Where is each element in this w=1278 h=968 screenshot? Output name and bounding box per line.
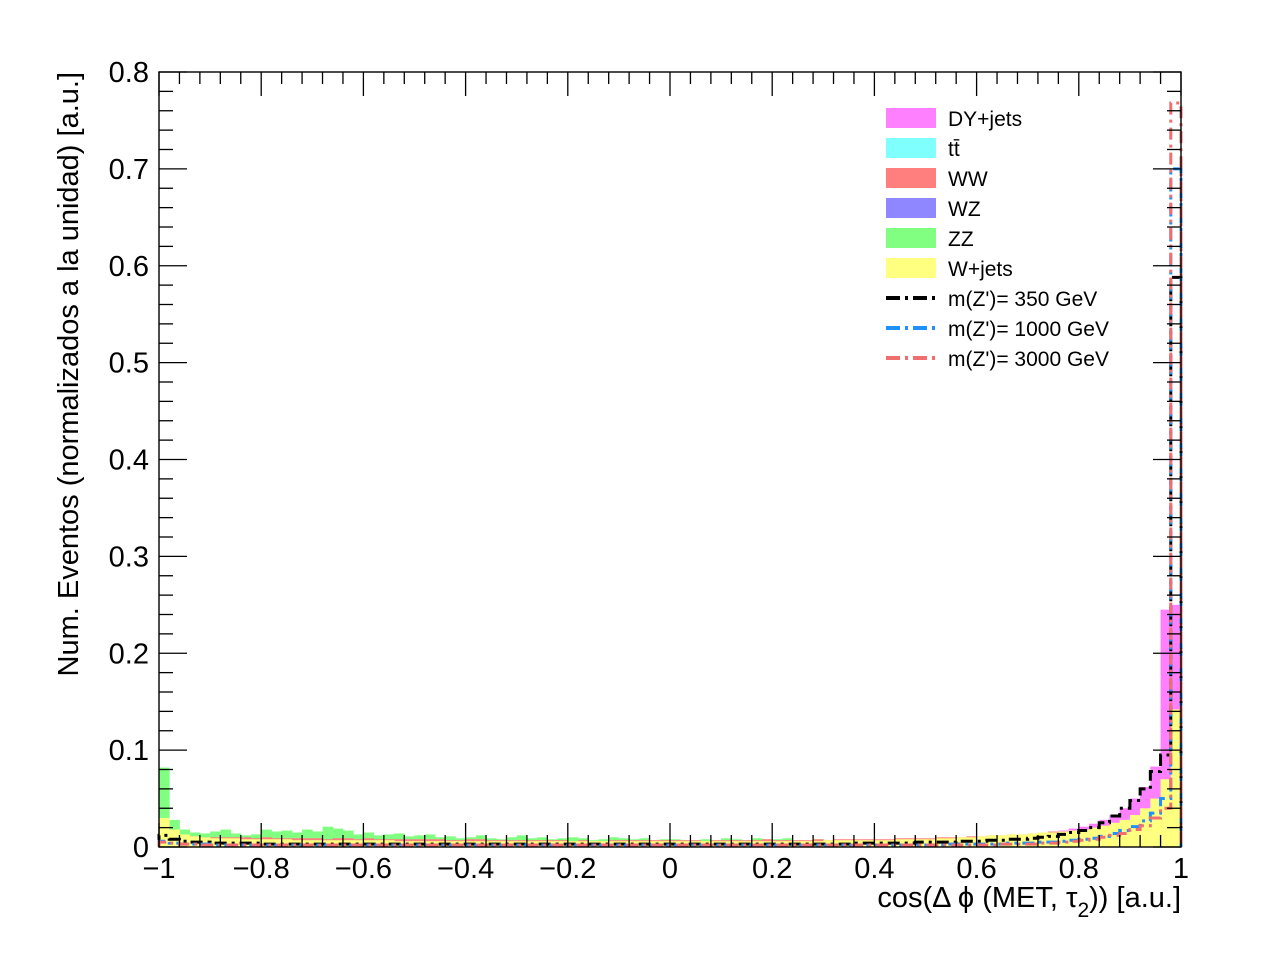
x-tick-label-5: 0 [662,853,678,885]
y-tick-label-0: 0 [133,832,149,864]
y-tick-label-4: 0.4 [109,445,149,477]
x-tick-labels: −1 −0.8 −0.6 −0.4 −0.2 0 0.2 0.4 0.6 0.8 1 [142,853,1189,885]
y-tick-label-8: 0.8 [109,57,149,89]
x-axis-title-main: cos(Δ ϕ (MET, τ [877,882,1078,914]
y-axis-title: Num. Eventos (normalizados a la unidad) … [53,72,85,676]
y-tick-label-5: 0.5 [109,348,149,380]
bar-zz-17 [332,828,344,847]
bar-w-jets-84 [1017,834,1029,847]
bar-zz-16 [322,826,334,847]
bar-dy-jets-98 [1160,609,1172,847]
legend-swatch-dy-jets [886,108,936,128]
x-tick-label-10: 1 [1173,853,1189,885]
bar-w-jets-88 [1058,831,1069,847]
bar-w-jets-0 [159,817,170,847]
bar-w-jets-98 [1160,779,1172,847]
legend-label-zz: ZZ [948,228,974,251]
legend-label-ww: WW [948,168,988,191]
x-axis-title-subscript: 2 [1077,899,1089,922]
legend-label-w-jets: W+jets [948,258,1013,281]
legend-label-tt: tt̄ [948,138,960,161]
legend-swatch-ww [886,168,936,188]
axis-ticks [158,71,1182,848]
legend-swatch-tt [886,138,936,158]
legend-label-m-z-1000-gev: m(Z')= 1000 GeV [948,318,1109,341]
bar-w-jets-85 [1027,833,1039,847]
legend-swatch-w-jets [886,258,936,278]
x-tick-label-9: 0.8 [1059,853,1099,885]
legend-swatch-wz [886,198,936,218]
bar-w-jets-11 [271,839,283,847]
y-tick-label-6: 0.6 [109,251,149,283]
bar-w-jets-80 [976,836,988,847]
bar-w-jets-95 [1129,815,1141,847]
y-tick-labels: 0 0.1 0.2 0.3 0.4 0.5 0.6 0.7 0.8 [109,57,149,864]
y-tick-label-3: 0.3 [109,541,149,573]
legend: DY+jets tt̄ WW WZ ZZ W+jets m(Z')= 350 GeV m(Z'… [886,108,1109,371]
y-tick-label-1: 0.1 [109,735,149,767]
x-axis-title-suffix: )) [a.u.] [1089,882,1181,914]
x-tick-label-2: −0.6 [335,853,392,885]
x-tick-label-8: 0.6 [956,853,996,885]
bar-w-jets-12 [281,839,293,847]
bar-w-jets-7 [230,838,242,847]
x-tick-label-3: −0.4 [437,853,494,885]
bar-zz-0 [159,767,170,847]
bar-w-jets-90 [1078,829,1090,847]
x-tick-label-4: −0.2 [539,853,596,885]
bar-w-jets-99 [1170,709,1182,847]
x-tick-label-7: 0.4 [854,853,894,885]
bar-w-jets-97 [1150,798,1161,847]
y-tick-label-2: 0.2 [109,638,149,670]
signal-line-0 [157,275,1183,847]
legend-label-wz: WZ [948,198,981,221]
legend-label-m-z-350-gev: m(Z')= 350 GeV [948,288,1097,311]
bar-w-jets-87 [1048,832,1059,847]
bar-w-jets-72 [894,839,906,847]
legend-label-dy-jets: DY+jets [948,108,1022,131]
bar-w-jets-73 [905,839,916,847]
bar-w-jets-9 [250,839,262,847]
legend-label-m-z-3000-gev: m(Z')= 3000 GeV [948,348,1109,371]
signal-line-2 [157,101,1183,847]
x-tick-label-6: 0.2 [752,853,792,885]
bar-w-jets-4 [199,837,211,847]
bar-w-jets-86 [1037,832,1049,847]
bar-w-jets-96 [1140,808,1151,847]
legend-swatch-zz [886,228,936,248]
x-tick-label-0: −1 [142,853,175,885]
x-axis-title: cos(Δ ϕ (MET, τ2)) [a.u.] [877,882,1181,922]
x-tick-label-1: −0.8 [233,853,290,885]
y-tick-label-7: 0.7 [109,154,149,186]
